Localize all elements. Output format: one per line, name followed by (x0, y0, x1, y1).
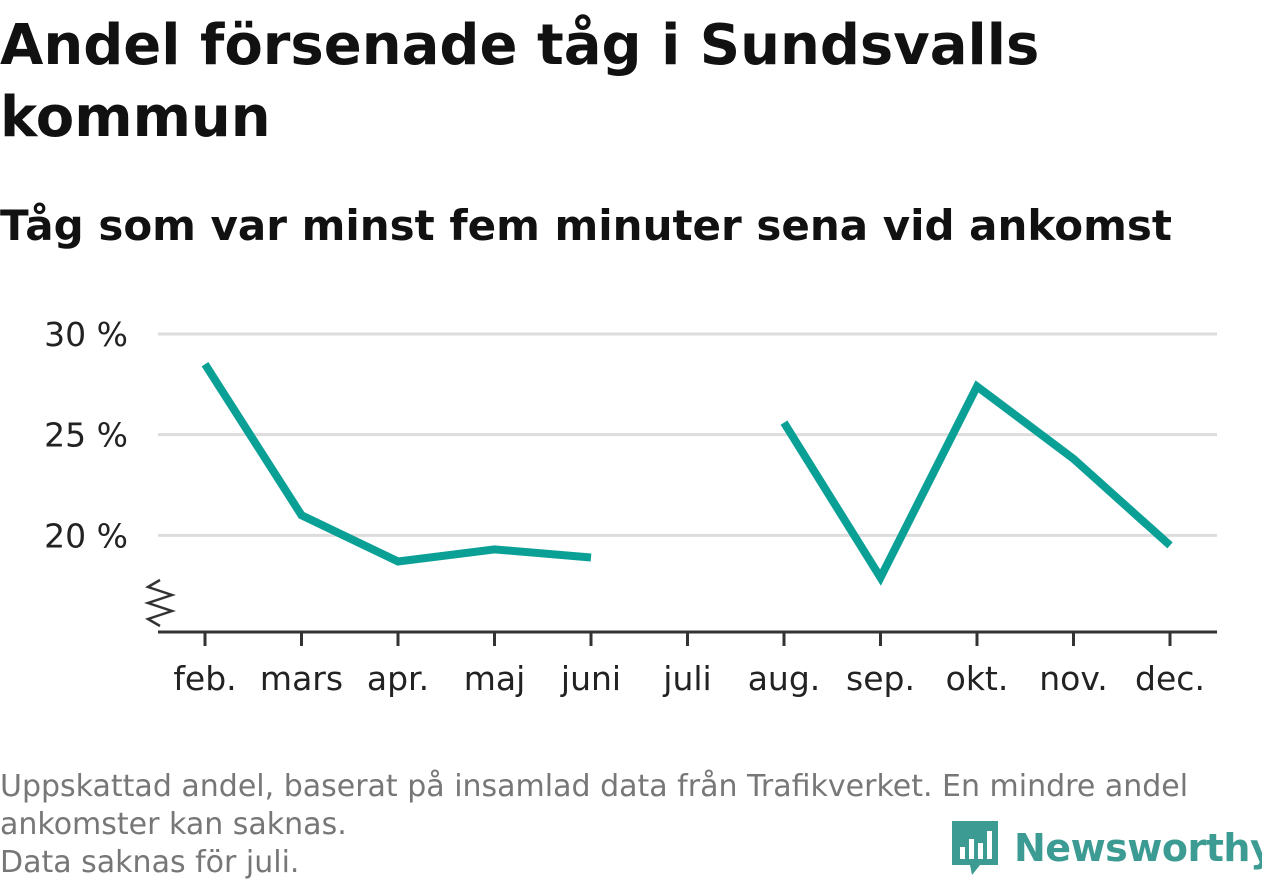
gridlines (158, 334, 1217, 535)
x-tick-label-6: aug. (748, 659, 821, 698)
y-axis-break-icon (148, 580, 172, 626)
series-0-segment-1 (784, 386, 1170, 577)
series-lines (205, 364, 1170, 578)
series-0-segment-0 (205, 364, 591, 561)
x-tick-label-4: juni (560, 659, 621, 698)
x-tick-label-1: mars (260, 659, 343, 698)
y-tick-label-30: 30 % (44, 315, 128, 354)
x-tick-label-3: maj (464, 659, 526, 698)
x-tick-label-0: feb. (173, 659, 236, 698)
newsworthy-chart-bubble-icon (950, 819, 1000, 877)
x-tick-label-8: okt. (946, 659, 1009, 698)
logo-text: Newsworthy (1014, 826, 1262, 870)
y-tick-label-25: 25 % (44, 416, 128, 455)
x-tick-label-2: apr. (367, 659, 429, 698)
x-tick-label-5: juli (662, 659, 711, 698)
x-tick-label-7: sep. (846, 659, 915, 698)
x-axis (148, 580, 1217, 646)
x-tick-label-10: dec. (1135, 659, 1205, 698)
newsworthy-logo: Newsworthy (950, 818, 1262, 878)
x-tick-label-9: nov. (1039, 659, 1108, 698)
y-tick-labels: 20 % 25 % 30 % (44, 315, 128, 555)
y-tick-label-20: 20 % (44, 516, 128, 555)
